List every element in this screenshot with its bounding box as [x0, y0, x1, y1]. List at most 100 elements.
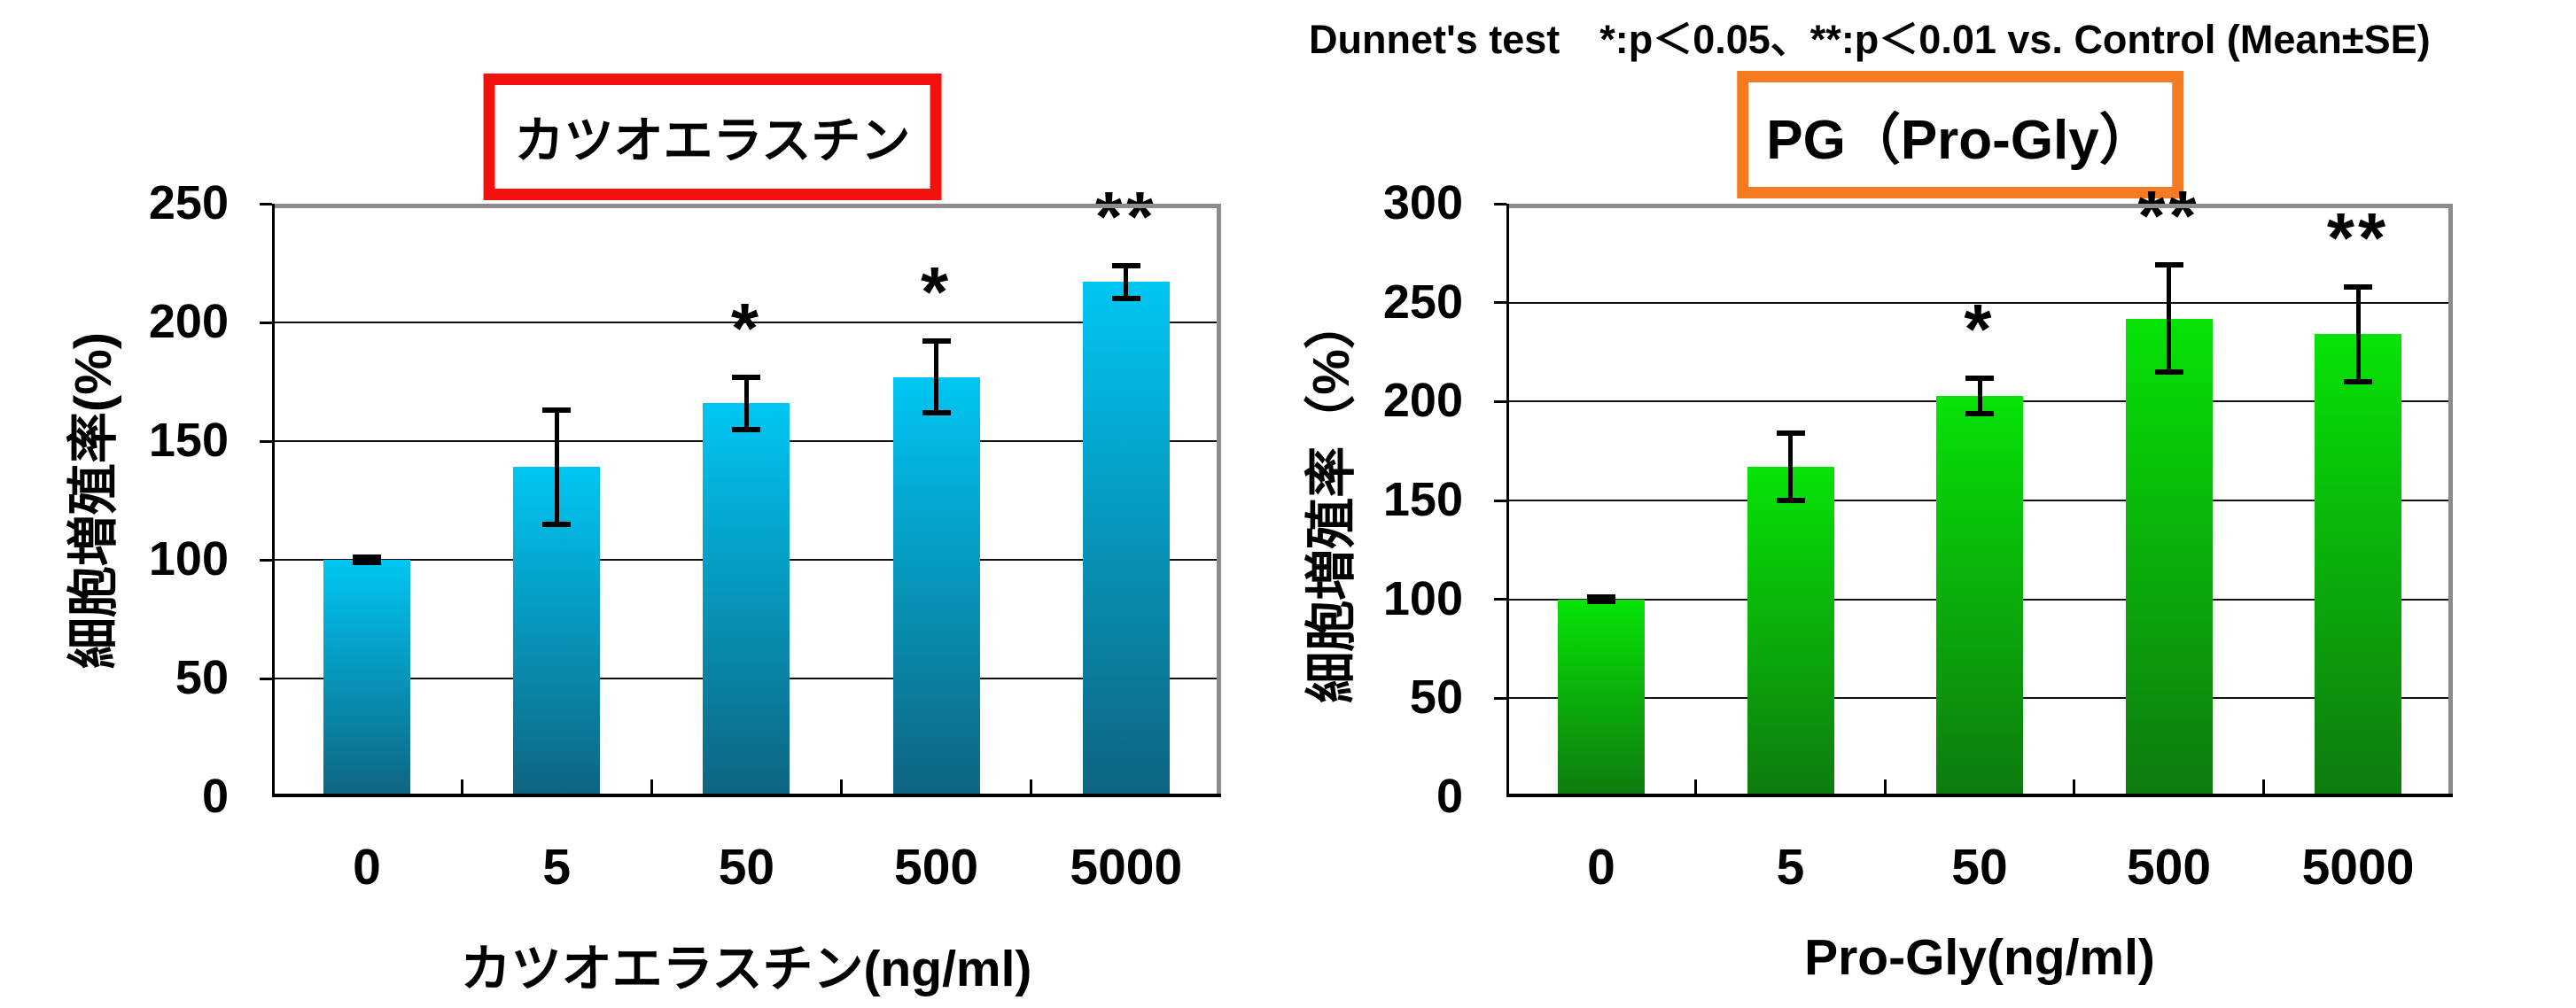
error-bar-cap-bottom	[1776, 498, 1805, 503]
plot-border-right	[1217, 204, 1221, 797]
error-bar-cap-top	[1587, 594, 1615, 601]
error-bar-cap-bottom	[2344, 379, 2372, 384]
x-category-label: 500	[894, 839, 979, 896]
bar-50ng	[703, 403, 790, 797]
significance-marker: *	[921, 252, 953, 332]
bar-0ng	[1558, 599, 1645, 797]
y-axis-tick	[260, 202, 272, 205]
x-category-label: 50	[718, 839, 775, 896]
error-bar-cap-top	[2154, 262, 2183, 268]
plot-border-top	[1506, 204, 2453, 208]
error-bar-cap-bottom	[2154, 368, 2183, 375]
x-category-label: 0	[1587, 839, 1615, 896]
y-axis-tick	[1494, 301, 1506, 305]
error-bar-cap-bottom	[922, 409, 951, 415]
x-axis-title: カツオエラスチン(ng/ml)	[460, 941, 1032, 997]
x-category-label: 50	[1951, 839, 2008, 896]
y-tick-label: 50	[175, 651, 229, 704]
error-bar-cap-top	[542, 407, 572, 414]
significance-marker: *	[1964, 289, 1996, 368]
gridline	[1506, 301, 2453, 304]
significance-marker: **	[2326, 198, 2390, 277]
error-bar-cap-bottom	[1587, 598, 1615, 604]
significance-marker: **	[1094, 176, 1157, 256]
x-axis-tick	[460, 779, 463, 797]
error-bar-cap-top	[1965, 375, 1994, 381]
plot-border-top	[272, 204, 1221, 208]
stats-annotation: Dunnet's test *:p＜0.05、**:p＜0.01 vs. Con…	[1309, 17, 2431, 62]
y-axis-tick	[260, 439, 272, 443]
y-axis-tick	[1494, 598, 1506, 601]
x-axis-tick	[1030, 779, 1033, 797]
error-bar-cap-top	[732, 374, 761, 380]
x-category-label: 5	[542, 839, 572, 896]
x-axis-tick	[2073, 779, 2076, 797]
error-bar	[743, 376, 749, 430]
x-axis-line	[272, 794, 1221, 797]
significance-marker: *	[730, 288, 762, 368]
error-bar	[554, 410, 559, 524]
bar-500ng	[2125, 318, 2213, 797]
plot-border-left	[272, 204, 275, 797]
y-tick-label: 200	[148, 295, 229, 348]
bar-50ng	[1936, 395, 2023, 797]
y-tick-label: 0	[201, 770, 229, 823]
significance-marker: **	[2137, 176, 2200, 256]
y-tick-label: 250	[148, 176, 229, 229]
y-axis-tick	[260, 558, 272, 562]
error-bar-cap-bottom	[1965, 410, 1994, 416]
bar-5ng	[1747, 467, 1834, 797]
x-category-label: 5	[1776, 839, 1805, 896]
x-category-label: 5000	[1070, 839, 1183, 896]
chart-title: PG（Pro-Gly）	[1766, 110, 2154, 171]
y-tick-label: 100	[1382, 571, 1463, 625]
x-axis-tick	[2261, 779, 2265, 797]
chart-title: カツオエラスチン	[514, 112, 911, 168]
x-axis-tick	[840, 779, 843, 797]
bar-5000ng	[1082, 282, 1170, 797]
x-category-label: 500	[2126, 839, 2212, 896]
bar-5000ng	[2315, 334, 2401, 797]
x-axis-tick	[650, 779, 653, 797]
plot-area: * ** **	[1506, 176, 2453, 797]
y-axis-tick	[1494, 499, 1506, 502]
x-axis-tick	[1883, 779, 1887, 797]
error-bar	[2355, 286, 2361, 382]
error-bar-cap-bottom	[542, 521, 572, 527]
error-bar	[2167, 265, 2171, 372]
chart-title-box: PG（Pro-Gly）	[1737, 71, 2183, 198]
y-tick-label: 150	[1382, 473, 1463, 526]
y-tick-label: 0	[1436, 770, 1463, 823]
error-bar	[1124, 265, 1129, 299]
error-bar-cap-bottom	[353, 559, 381, 565]
y-tick-label: 200	[1382, 374, 1463, 428]
bar-500ng	[892, 376, 980, 797]
chart-title-box: カツオエラスチン	[483, 74, 942, 200]
error-bar-cap-top	[1111, 262, 1140, 268]
y-tick-label: 150	[148, 414, 229, 467]
x-category-label: 0	[353, 839, 381, 896]
y-axis-tick	[260, 321, 272, 324]
plot-area: * * **	[272, 177, 1221, 797]
x-category-label: 5000	[2301, 839, 2415, 896]
plot-border-left	[1506, 204, 1509, 797]
error-bar-cap-top	[1776, 430, 1805, 437]
plot-border-right	[2448, 204, 2453, 797]
y-axis-tick	[1494, 202, 1506, 205]
x-axis-tick	[1694, 779, 1698, 797]
y-tick-label: 50	[1409, 671, 1463, 725]
x-axis-title: Pro-Gly(ng/ml)	[1804, 929, 2155, 986]
y-tick-label: 300	[1382, 176, 1463, 229]
error-bar-cap-top	[2344, 283, 2372, 290]
y-axis-tick	[1494, 696, 1506, 700]
error-bar-cap-bottom	[1111, 296, 1140, 302]
error-bar	[1788, 433, 1793, 500]
y-axis-tick	[260, 677, 272, 680]
y-axis-tick	[1494, 399, 1506, 403]
gridline	[272, 322, 1221, 323]
error-bar	[1977, 377, 1982, 414]
error-bar	[934, 341, 939, 413]
